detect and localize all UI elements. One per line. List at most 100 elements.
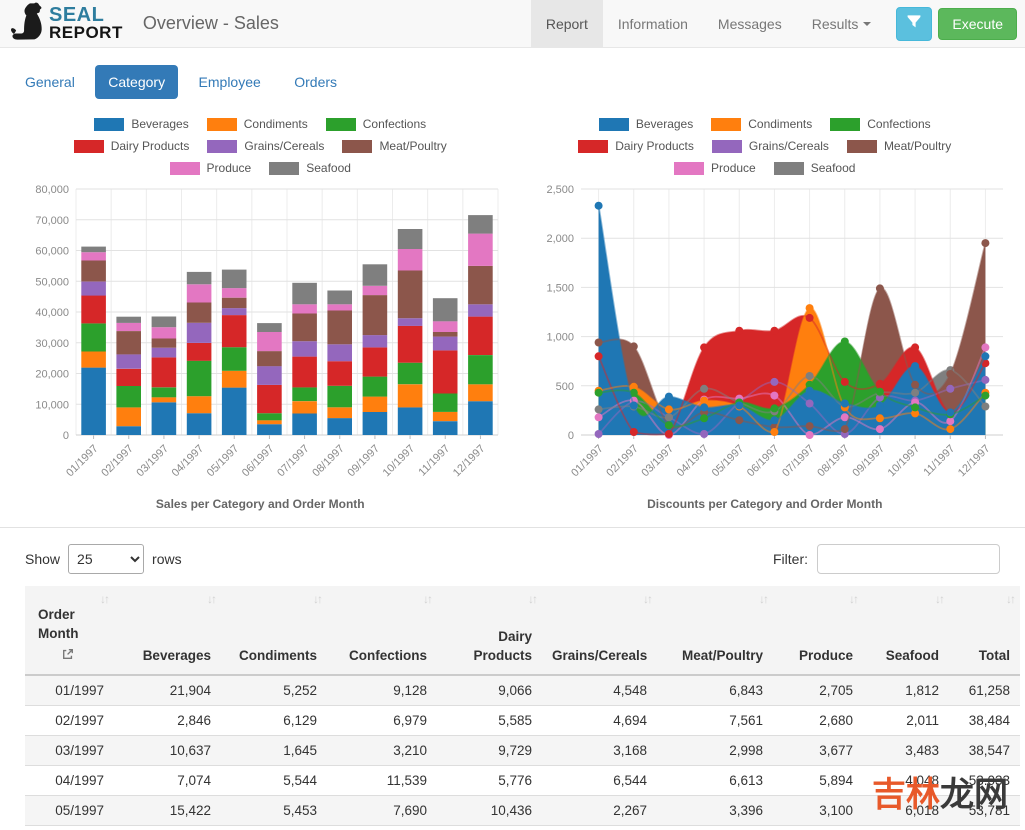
legend-item-confections[interactable]: Confections: [830, 117, 931, 131]
sort-icon[interactable]: ↓↑: [528, 592, 538, 606]
nav-item-information[interactable]: Information: [617, 15, 688, 32]
legend-swatch-icon: [169, 161, 200, 175]
nav-menu: Report Information Messages Results Exec…: [530, 0, 1025, 47]
tab-orders[interactable]: Orders: [294, 74, 338, 90]
legend-item-condiments[interactable]: Condiments: [206, 117, 308, 131]
svg-text:01/1997: 01/1997: [569, 443, 606, 480]
cell-value: 9,729: [437, 734, 542, 766]
tab-category[interactable]: Category: [95, 65, 179, 99]
cell-value: 7,074: [114, 764, 221, 796]
sales-chart-legend: Beverages Condiments Confections Dairy Prod…: [29, 113, 491, 179]
legend-item-produce[interactable]: Produce: [674, 161, 756, 175]
legend-label: Beverages: [635, 117, 694, 131]
legend-label: Dairy Products: [110, 139, 190, 153]
column-label: Meat/Poultry: [681, 647, 763, 663]
filter-button[interactable]: [896, 6, 933, 41]
page-title: Overview - Sales: [142, 13, 279, 33]
drill-link-icon[interactable]: [62, 647, 104, 666]
tab-general[interactable]: General: [25, 74, 75, 90]
column-label: Confections: [348, 647, 427, 663]
sales-bar-chart[interactable]: 0 10,000 20,000 30,000 40,000 50,000 60,000 70,…: [14, 179, 506, 495]
column-label: Order Month: [38, 607, 79, 641]
legend-label: Confections: [362, 117, 427, 131]
column-header-beverages[interactable]: ↓↑ Beverages: [114, 586, 221, 676]
sort-icon[interactable]: ↓↑: [423, 592, 433, 606]
column-header-dairy-products[interactable]: ↓↑ Dairy Products: [437, 586, 542, 676]
execute-button[interactable]: Execute: [938, 7, 1017, 40]
app-logo[interactable]: SEAL REPORT: [0, 0, 129, 47]
cell-value: 3,168: [542, 734, 657, 766]
cell-value: 4,548: [542, 674, 657, 706]
column-header-condiments[interactable]: ↓↑ Condiments: [221, 586, 327, 676]
sort-icon[interactable]: ↓↑: [100, 592, 110, 606]
legend-label: Condiments: [748, 117, 813, 131]
legend-item-seafood[interactable]: Seafood: [269, 161, 351, 175]
column-label: Grains/Cereals: [552, 647, 648, 663]
cell-value: 1,645: [221, 734, 327, 766]
table-row: 01/1997 21,904 5,252 9,128 9,066 4,548 6,843 2,…: [25, 674, 1020, 706]
svg-text:10/1997: 10/1997: [885, 443, 922, 480]
sort-icon[interactable]: ↓↑: [1006, 592, 1016, 606]
sort-icon[interactable]: ↓↑: [313, 592, 323, 606]
legend-item-meat-poultry[interactable]: Meat/Poultry: [846, 139, 951, 153]
svg-text:0: 0: [568, 430, 574, 442]
column-header-meat-poultry[interactable]: ↓↑ Meat/Poultry: [657, 586, 773, 676]
show-label: Show: [25, 551, 61, 567]
svg-text:03/1997: 03/1997: [639, 443, 676, 480]
legend-swatch-icon: [773, 161, 804, 175]
legend-swatch-icon: [207, 139, 238, 153]
legend-item-produce[interactable]: Produce: [169, 161, 251, 175]
legend-item-condiments[interactable]: Condiments: [711, 117, 812, 131]
data-table: ↓↑ Order Month ↓↑ Beverages ↓↑ Condiments ↓↑ Co…: [25, 586, 1020, 826]
svg-text:1,000: 1,000: [546, 332, 574, 344]
nav-item-messages[interactable]: Messages: [717, 15, 782, 32]
legend-item-grains-cereals[interactable]: Grains/Cereals: [711, 139, 829, 153]
page-size-control: Show 25 rows: [25, 544, 182, 574]
column-header-produce[interactable]: ↓↑ Produce: [773, 586, 863, 676]
tab-employee[interactable]: Employee: [198, 74, 261, 90]
column-header-grains-cereals[interactable]: ↓↑ Grains/Cereals: [542, 586, 657, 676]
column-header-confections[interactable]: ↓↑ Confections: [327, 586, 437, 676]
nav-item-report[interactable]: Report: [530, 0, 603, 47]
svg-text:11/1997: 11/1997: [417, 443, 453, 479]
legend-item-meat-poultry[interactable]: Meat/Poultry: [342, 139, 447, 153]
column-header-seafood[interactable]: ↓↑ Seafood: [863, 586, 949, 676]
sort-icon[interactable]: ↓↑: [643, 592, 653, 606]
sort-icon[interactable]: ↓↑: [935, 592, 945, 606]
legend-label: Seafood: [306, 161, 351, 175]
charts-section: Beverages Condiments Confections Dairy Prod…: [0, 111, 1025, 511]
legend-item-beverages[interactable]: Beverages: [94, 117, 189, 131]
cell-value: 5,252: [221, 674, 327, 706]
cell-value: 6,544: [542, 764, 657, 796]
legend-item-dairy-products[interactable]: Dairy Products: [73, 139, 190, 153]
legend-item-confections[interactable]: Confections: [325, 117, 427, 131]
svg-text:40,000: 40,000: [36, 307, 70, 319]
svg-text:2,000: 2,000: [546, 233, 574, 245]
cell-value: 5,544: [221, 764, 327, 796]
legend-item-beverages[interactable]: Beverages: [598, 117, 694, 131]
legend-item-seafood[interactable]: Seafood: [773, 161, 855, 175]
svg-text:10,000: 10,000: [36, 399, 70, 411]
cell-value: 11,539: [327, 764, 437, 796]
sort-icon[interactable]: ↓↑: [207, 592, 217, 606]
cell-value: 3,677: [773, 734, 863, 766]
section-divider: [0, 527, 1025, 528]
cell-value: 9,128: [327, 674, 437, 706]
legend-swatch-icon: [342, 139, 373, 153]
svg-text:70,000: 70,000: [36, 215, 70, 227]
svg-text:08/1997: 08/1997: [815, 443, 852, 480]
sort-icon[interactable]: ↓↑: [849, 592, 859, 606]
sort-icon[interactable]: ↓↑: [759, 592, 769, 606]
cell-value: 21,904: [114, 674, 221, 706]
table-filter-input[interactable]: [817, 544, 1000, 574]
column-header-order-month[interactable]: ↓↑ Order Month: [25, 586, 114, 676]
table-row: 04/1997 7,074 5,544 11,539 5,776 6,544 6,613 5,…: [25, 764, 1020, 796]
legend-swatch-icon: [846, 139, 877, 153]
legend-item-grains-cereals[interactable]: Grains/Cereals: [207, 139, 324, 153]
page-size-select[interactable]: 25: [68, 544, 145, 574]
cell-value: 5,894: [773, 764, 863, 796]
discounts-area-chart[interactable]: 0 500 1,000 1,500 2,000 2,500 01/199702/199703…: [519, 179, 1011, 495]
nav-item-results[interactable]: Results: [797, 0, 887, 47]
legend-item-dairy-products[interactable]: Dairy Products: [578, 139, 694, 153]
column-header-total[interactable]: ↓↑ Total: [949, 586, 1020, 676]
